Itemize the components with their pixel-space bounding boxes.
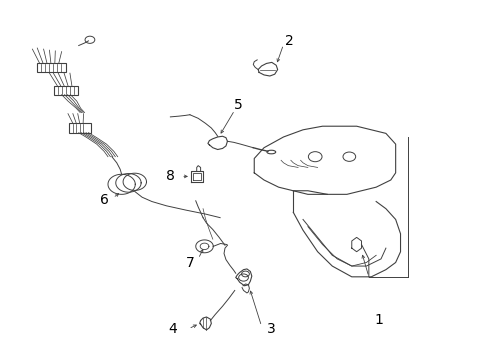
Text: 5: 5	[234, 98, 243, 112]
Text: 1: 1	[373, 313, 382, 327]
Text: 7: 7	[185, 256, 194, 270]
Text: 6: 6	[100, 193, 108, 207]
Text: 2: 2	[285, 34, 293, 48]
Text: 3: 3	[266, 322, 275, 336]
Text: 4: 4	[168, 322, 177, 336]
Bar	[37, 63, 65, 72]
Text: 8: 8	[165, 169, 175, 183]
Bar	[54, 86, 78, 95]
Bar	[69, 123, 91, 134]
